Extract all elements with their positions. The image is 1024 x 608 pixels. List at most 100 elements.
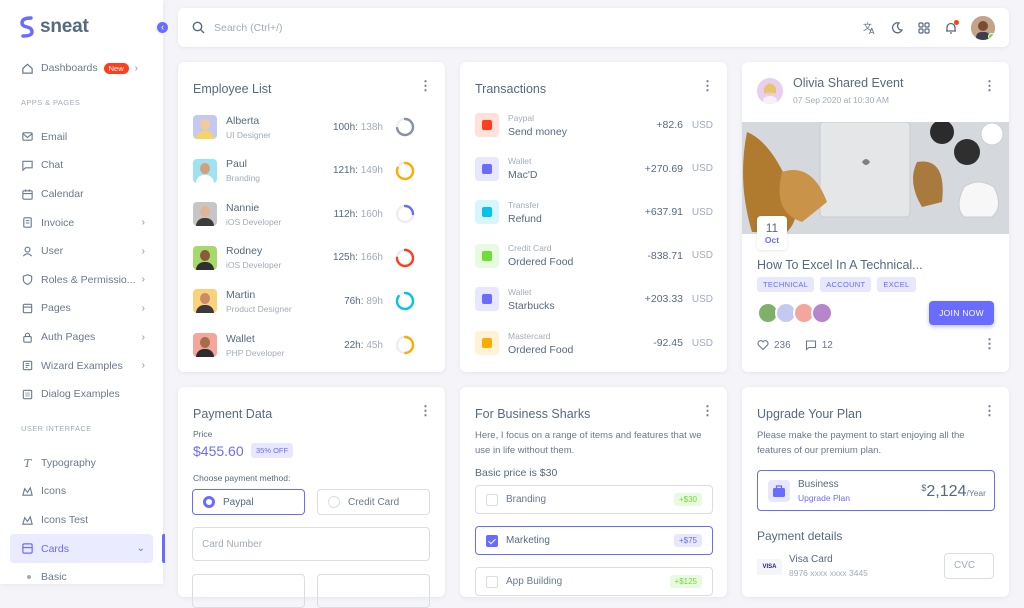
cvc-input[interactable]: CVC — [944, 553, 994, 579]
event-course-title[interactable]: How To Excel In A Technical... — [757, 258, 923, 272]
paypal-radio[interactable]: Paypal — [192, 489, 305, 515]
sidebar-item-pages[interactable]: Pages › — [0, 294, 163, 323]
checkbox[interactable] — [486, 534, 498, 547]
employee-row: Nannie iOS Developer 112h: 160h — [193, 199, 430, 229]
sidebar-item-cards[interactable]: Cards ⌄ — [10, 534, 165, 563]
comment-icon — [805, 340, 816, 351]
payment-details-heading: Payment details — [757, 529, 843, 543]
sidebar-item-dialog-examples[interactable]: Dialog Examples — [0, 380, 163, 409]
search-icon — [192, 21, 205, 34]
more-vertical-icon[interactable]: ⋮ — [983, 78, 996, 93]
sidebar-item-invoice[interactable]: Invoice › — [0, 208, 163, 237]
credit-card-radio[interactable]: Credit Card — [317, 489, 430, 515]
plan-selector[interactable]: Business Upgrade Plan $2,124/Year — [757, 470, 995, 511]
sidebar-item-icons[interactable]: Icons — [0, 477, 163, 506]
sidebar-item-calendar[interactable]: Calendar — [0, 180, 163, 209]
card-input[interactable] — [192, 574, 305, 608]
tag[interactable]: EXCEL — [877, 277, 916, 292]
wallet-icon — [475, 156, 499, 181]
card-title: Payment Data — [193, 407, 273, 421]
sidebar-item-dashboards[interactable]: Dashboards New › — [0, 54, 163, 83]
employee-row: Wallet PHP Developer 22h: 45h — [193, 330, 430, 360]
paypal-icon — [475, 113, 499, 137]
price-label: Price — [193, 429, 213, 439]
upgrade-plan-link[interactable]: Upgrade Plan — [798, 493, 850, 503]
hours-total: 166h — [360, 252, 383, 264]
likes-count: 236 — [774, 339, 791, 351]
card-number-input[interactable]: Card Number — [192, 527, 430, 561]
grid-icon[interactable] — [917, 21, 931, 35]
transaction-currency: USD — [691, 206, 713, 218]
event-day: 11 — [765, 221, 779, 235]
transaction-currency: USD — [691, 337, 713, 349]
avatar[interactable] — [811, 302, 833, 324]
sidebar-item-email[interactable]: Email — [0, 123, 163, 152]
more-vertical-icon[interactable]: ⋮ — [701, 403, 714, 418]
event-date: 07 Sep 2020 at 10:30 AM — [793, 95, 889, 105]
employee-role: PHP Developer — [226, 347, 285, 358]
bell-icon[interactable] — [944, 19, 959, 35]
price-value: $455.60 — [193, 443, 244, 459]
sidebar-item-chat[interactable]: Chat — [0, 151, 163, 180]
more-vertical-icon[interactable]: ⋮ — [419, 403, 432, 418]
bullet-icon — [27, 574, 31, 579]
employee-role: UI Designer — [226, 129, 271, 140]
search-input[interactable]: Search (Ctrl+/) — [214, 21, 283, 34]
more-vertical-icon[interactable]: ⋮ — [701, 78, 714, 93]
transaction-amount: -838.71 — [647, 249, 683, 262]
chat-icon — [22, 160, 33, 172]
apps-list: Email Chat Calendar Invoice › User › Roles & Pe… — [0, 123, 163, 409]
tag[interactable]: ACCOUNT — [820, 277, 872, 292]
hours-total: 45h — [366, 339, 383, 351]
radio-label: Paypal — [223, 496, 254, 508]
comments[interactable]: 12 — [805, 339, 833, 351]
checkbox[interactable] — [486, 575, 498, 588]
progress-ring — [395, 204, 415, 224]
invoice-icon — [23, 217, 32, 228]
sidebar-subitem-basic[interactable]: Basic — [0, 563, 163, 591]
sidebar-item-label: Invoice — [41, 216, 75, 229]
more-vertical-icon[interactable]: ⋮ — [983, 336, 996, 351]
option-branding[interactable]: Branding +$30 — [475, 485, 713, 514]
employee-role: Branding — [226, 173, 261, 184]
more-vertical-icon[interactable]: ⋮ — [419, 78, 432, 93]
more-vertical-icon[interactable]: ⋮ — [983, 403, 996, 418]
employee-hours: 112h: 160h — [334, 209, 383, 220]
home-icon — [22, 63, 33, 74]
option-marketing[interactable]: Marketing +$75 — [475, 526, 713, 555]
collapse-sidebar-button[interactable]: ‹ — [155, 20, 170, 35]
plan-name: Business — [798, 479, 839, 490]
avatar — [193, 202, 217, 227]
mail-icon — [22, 132, 33, 142]
chevron-right-icon: › — [141, 245, 145, 257]
likes[interactable]: 236 — [757, 339, 791, 351]
employee-name: Paul — [226, 158, 248, 171]
user-avatar[interactable] — [971, 15, 995, 40]
tag[interactable]: TECHNICAL — [757, 277, 815, 292]
sidebar-item-label: Roles & Permissio... — [41, 273, 136, 286]
checkbox[interactable] — [486, 493, 498, 506]
transaction-description: Ordered Food — [508, 343, 574, 356]
credit-card-icon — [475, 243, 499, 268]
card-input[interactable] — [317, 574, 430, 608]
sidebar-item-label: Calendar — [41, 188, 84, 201]
moon-icon[interactable] — [890, 21, 904, 35]
sidebar-item-icons-test[interactable]: Icons Test — [0, 506, 163, 535]
option-app-building[interactable]: App Building +$125 — [475, 567, 713, 596]
sidebar-item-roles-permissio[interactable]: Roles & Permissio... › — [0, 266, 163, 295]
hours-done: 22h: — [344, 339, 364, 351]
sidebar-item-typography[interactable]: T Typography — [0, 449, 163, 478]
sidebar-item-user[interactable]: User › — [0, 237, 163, 266]
join-now-button[interactable]: JOIN NOW — [929, 301, 994, 325]
sidebar-item-label: Wizard Examples — [41, 359, 123, 372]
sidebar-item-label: Pages — [41, 302, 71, 315]
sidebar-item-wizard-examples[interactable]: Wizard Examples › — [0, 351, 163, 380]
transaction-amount: +270.69 — [644, 162, 683, 175]
dialog-icon — [22, 389, 33, 399]
chevron-right-icon: › — [141, 302, 145, 314]
translate-icon[interactable]: 文A — [863, 21, 877, 35]
sidebar-item-auth-pages[interactable]: Auth Pages › — [0, 323, 163, 352]
pages-icon — [22, 303, 33, 314]
brand[interactable]: sneat — [0, 0, 163, 54]
